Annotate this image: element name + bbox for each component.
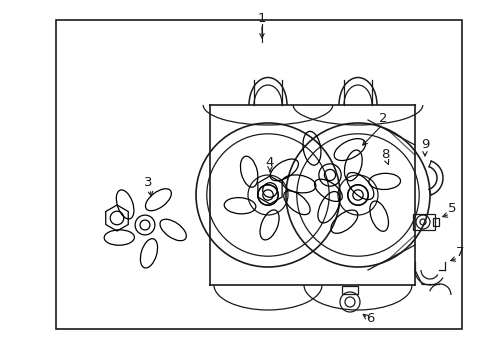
Text: 6: 6 (365, 311, 373, 324)
Text: 1: 1 (257, 12, 265, 24)
Text: 5: 5 (447, 202, 455, 215)
Text: 3: 3 (143, 176, 152, 189)
Text: 7: 7 (455, 246, 463, 258)
Bar (412, 214, 434, 230)
Text: 8: 8 (380, 148, 388, 162)
Bar (341, 286, 357, 294)
Bar (432, 218, 438, 226)
Text: 9: 9 (420, 139, 428, 152)
Text: 4: 4 (265, 157, 274, 170)
Bar (56, 20, 461, 329)
Text: 2: 2 (378, 112, 386, 125)
